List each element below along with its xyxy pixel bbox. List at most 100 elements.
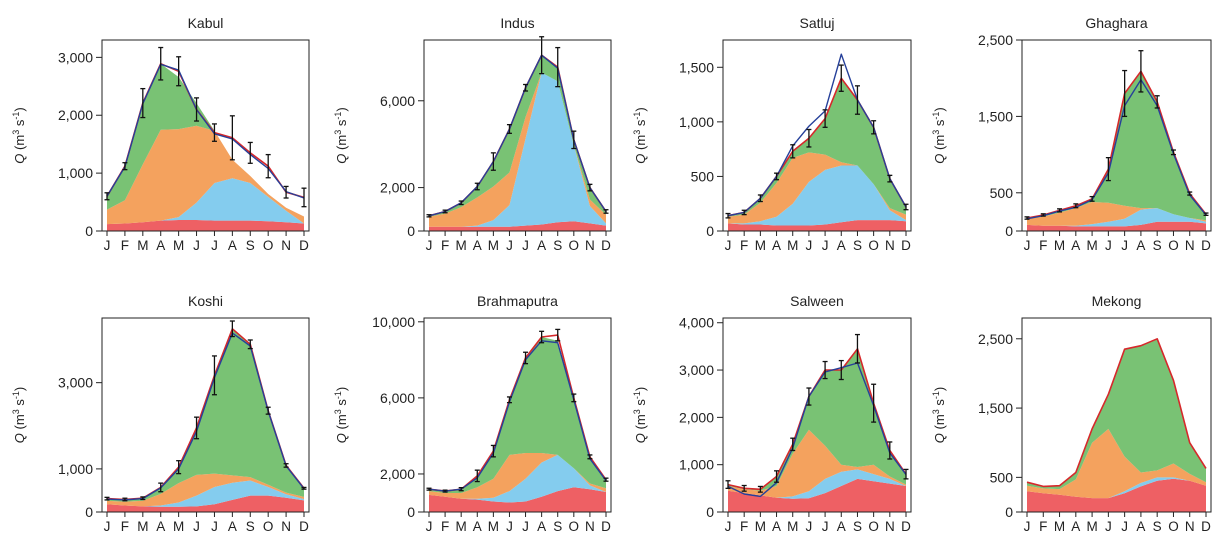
mekong-ytick-label: 2,500 (978, 331, 1013, 347)
salween-error-bar (871, 383, 877, 423)
ghaghara-error-bar (1187, 191, 1193, 196)
koshi-error-bar (194, 416, 200, 440)
ghaghara-month-label: M (1086, 238, 1097, 253)
brahmaputra-observed-line (428, 340, 607, 492)
salween-ylabel: Q (m3 s-1) (632, 387, 648, 443)
koshi-ytick-label: 1,000 (58, 461, 93, 477)
mekong-month-label: A (1071, 519, 1080, 534)
brahmaputra-area-green (429, 337, 606, 493)
salween-ytick-label: 1,000 (679, 457, 714, 473)
indus-area-orange (429, 72, 606, 227)
kabul-area-green (107, 63, 304, 217)
mekong-month-label: D (1201, 519, 1211, 534)
kabul-month-label: F (121, 238, 129, 253)
ghaghara-month-label: F (1039, 238, 1047, 253)
ghaghara-error-bar (1203, 212, 1209, 216)
indus-area-light-blue (429, 72, 606, 227)
indus-error-bar (458, 200, 464, 206)
brahmaputra-ytick-label: 2,000 (380, 466, 415, 482)
kabul-area-light-blue (107, 178, 304, 225)
kabul-ytick-label: 3,000 (58, 49, 93, 65)
salween-error-bar (854, 333, 860, 364)
satluj-month-label: O (868, 238, 879, 253)
salween-month-label: M (787, 519, 798, 534)
koshi-area-orange (107, 473, 304, 507)
kabul-month-label: M (137, 238, 148, 253)
brahmaputra-ytick-label: 0 (407, 504, 415, 520)
indus-ytick-label: 0 (407, 223, 415, 239)
ghaghara-month-label: O (1168, 238, 1179, 253)
ghaghara-month-label: A (1136, 238, 1145, 253)
kabul-observed-line (106, 63, 305, 199)
brahmaputra-error-bar (474, 469, 480, 483)
koshi-month-label: F (121, 519, 129, 534)
kabul-month-label: J (211, 238, 218, 253)
kabul-error-bar (122, 162, 128, 171)
koshi-error-bar (122, 497, 128, 502)
indus-error-bar (539, 36, 545, 75)
koshi-area-red (107, 495, 304, 512)
salween-area-orange (728, 429, 906, 498)
koshi-area-green (107, 328, 304, 502)
satluj-error-bar (725, 212, 731, 219)
salween-error-bar (838, 359, 844, 381)
salween-area-green (728, 348, 906, 491)
brahmaputra-plot-frame (423, 317, 612, 513)
ghaghara-area-light-blue (1027, 208, 1206, 227)
brahmaputra-error-bar (603, 477, 609, 482)
kabul-error-bar (176, 56, 182, 87)
satluj-ytick-label: 1,500 (679, 59, 714, 75)
indus-plot-frame (423, 39, 612, 232)
koshi-month-label: J (104, 519, 111, 534)
ghaghara-month-label: J (1121, 238, 1128, 253)
kabul-ytick-label: 1,000 (58, 165, 93, 181)
brahmaputra-area-red (429, 487, 606, 512)
indus-error-bar (587, 183, 593, 192)
brahmaputra-month-label: N (585, 519, 595, 534)
koshi-month-label: A (156, 519, 165, 534)
indus-error-bar (603, 209, 609, 214)
kabul-error-bar (265, 153, 271, 179)
mekong-plot-frame (1021, 317, 1212, 513)
satluj-month-label: J (725, 238, 732, 253)
brahmaputra-month-label: M (488, 519, 499, 534)
mekong-ytick-label: 0 (1005, 504, 1013, 520)
brahmaputra-month-label: S (553, 519, 562, 534)
salween-observed-line (727, 362, 907, 498)
koshi-ylabel: Q (m3 s-1) (11, 387, 27, 443)
ghaghara-month-label: D (1201, 238, 1211, 253)
satluj-ytick-label: 1,000 (679, 114, 714, 130)
satluj-error-bar (871, 120, 877, 135)
satluj-ylabel: Q (m3 s-1) (632, 107, 648, 163)
satluj-month-label: A (772, 238, 781, 253)
brahmaputra-error-bar (506, 396, 512, 404)
salween-ytick-label: 0 (706, 504, 714, 520)
brahmaputra-title: Brahmaputra (477, 293, 558, 309)
brahmaputra-month-label: F (441, 519, 449, 534)
mekong-month-label: A (1136, 519, 1145, 534)
koshi-error-bar (211, 355, 217, 396)
satluj-month-label: M (787, 238, 798, 253)
brahmaputra-area-orange (429, 453, 606, 499)
brahmaputra-error-bar (490, 444, 496, 458)
koshi-month-label: J (193, 519, 200, 534)
kabul-month-label: A (228, 238, 237, 253)
satluj-error-bar (757, 194, 763, 203)
ghaghara-error-bar (1105, 157, 1111, 182)
ghaghara-month-label: M (1054, 238, 1065, 253)
satluj-area-orange (728, 152, 906, 224)
mekong-month-label: M (1054, 519, 1065, 534)
ghaghara-area-green (1027, 71, 1206, 221)
satluj-error-bar (790, 144, 796, 159)
koshi-error-bar (283, 463, 289, 468)
salween-error-bar (757, 485, 763, 493)
indus-title: Indus (500, 15, 534, 31)
salween-month-label: D (901, 519, 911, 534)
koshi-error-bar (140, 496, 146, 501)
indus-error-bar (506, 123, 512, 134)
salween-error-bar (741, 484, 747, 492)
indus-month-label: J (426, 238, 433, 253)
koshi-month-label: A (228, 519, 237, 534)
ghaghara-month-label: J (1105, 238, 1112, 253)
